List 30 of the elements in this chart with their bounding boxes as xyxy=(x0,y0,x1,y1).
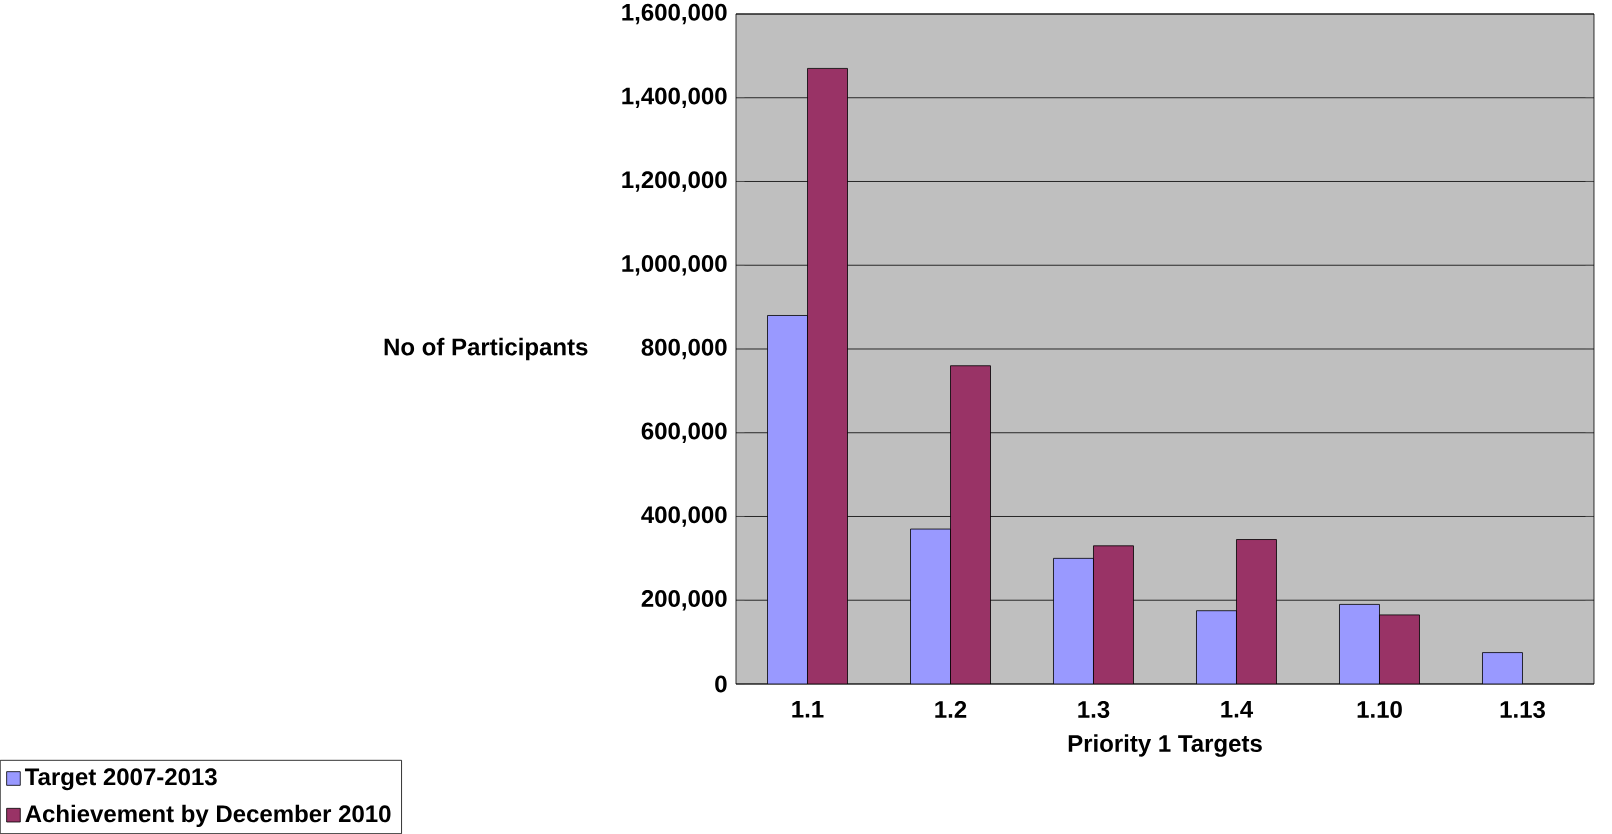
x-tick-label: 1.3 xyxy=(1078,700,1110,718)
y-tick-label: 1,400,000 xyxy=(622,87,727,108)
bar xyxy=(1482,652,1523,684)
y-tick-label: 200,000 xyxy=(641,590,727,611)
bar xyxy=(1379,614,1420,684)
y-tick-label: 1,200,000 xyxy=(622,171,727,192)
bar xyxy=(1339,604,1380,684)
bar xyxy=(1196,610,1237,684)
bar xyxy=(1093,545,1134,684)
x-tick-label: 1.13 xyxy=(1500,700,1545,718)
y-tick-label: 0 xyxy=(715,675,727,693)
bar xyxy=(1053,557,1094,684)
y-tick-label: 1,000,000 xyxy=(622,255,727,276)
legend-label: Target 2007-2013 xyxy=(24,768,217,791)
legend-label: Achievement by December 2010 xyxy=(25,804,391,828)
y-tick-label: 800,000 xyxy=(641,338,727,360)
x-tick-label: 1.1 xyxy=(792,700,824,718)
y-tick-label: 1,600,000 xyxy=(622,3,727,25)
bar xyxy=(910,528,951,684)
x-tick-label: 1.10 xyxy=(1357,700,1402,718)
bar xyxy=(1236,539,1277,684)
bar xyxy=(807,68,848,684)
y-axis-title: No of Participants xyxy=(384,337,588,361)
x-tick-label: 1.2 xyxy=(935,700,967,718)
y-tick-label: 600,000 xyxy=(641,422,727,443)
x-axis-title: Priority 1 Targets xyxy=(1068,734,1262,757)
x-tick-label: 1.4 xyxy=(1221,700,1254,718)
bar xyxy=(767,315,808,684)
y-tick-label: 400,000 xyxy=(641,506,727,527)
bar xyxy=(950,365,991,684)
